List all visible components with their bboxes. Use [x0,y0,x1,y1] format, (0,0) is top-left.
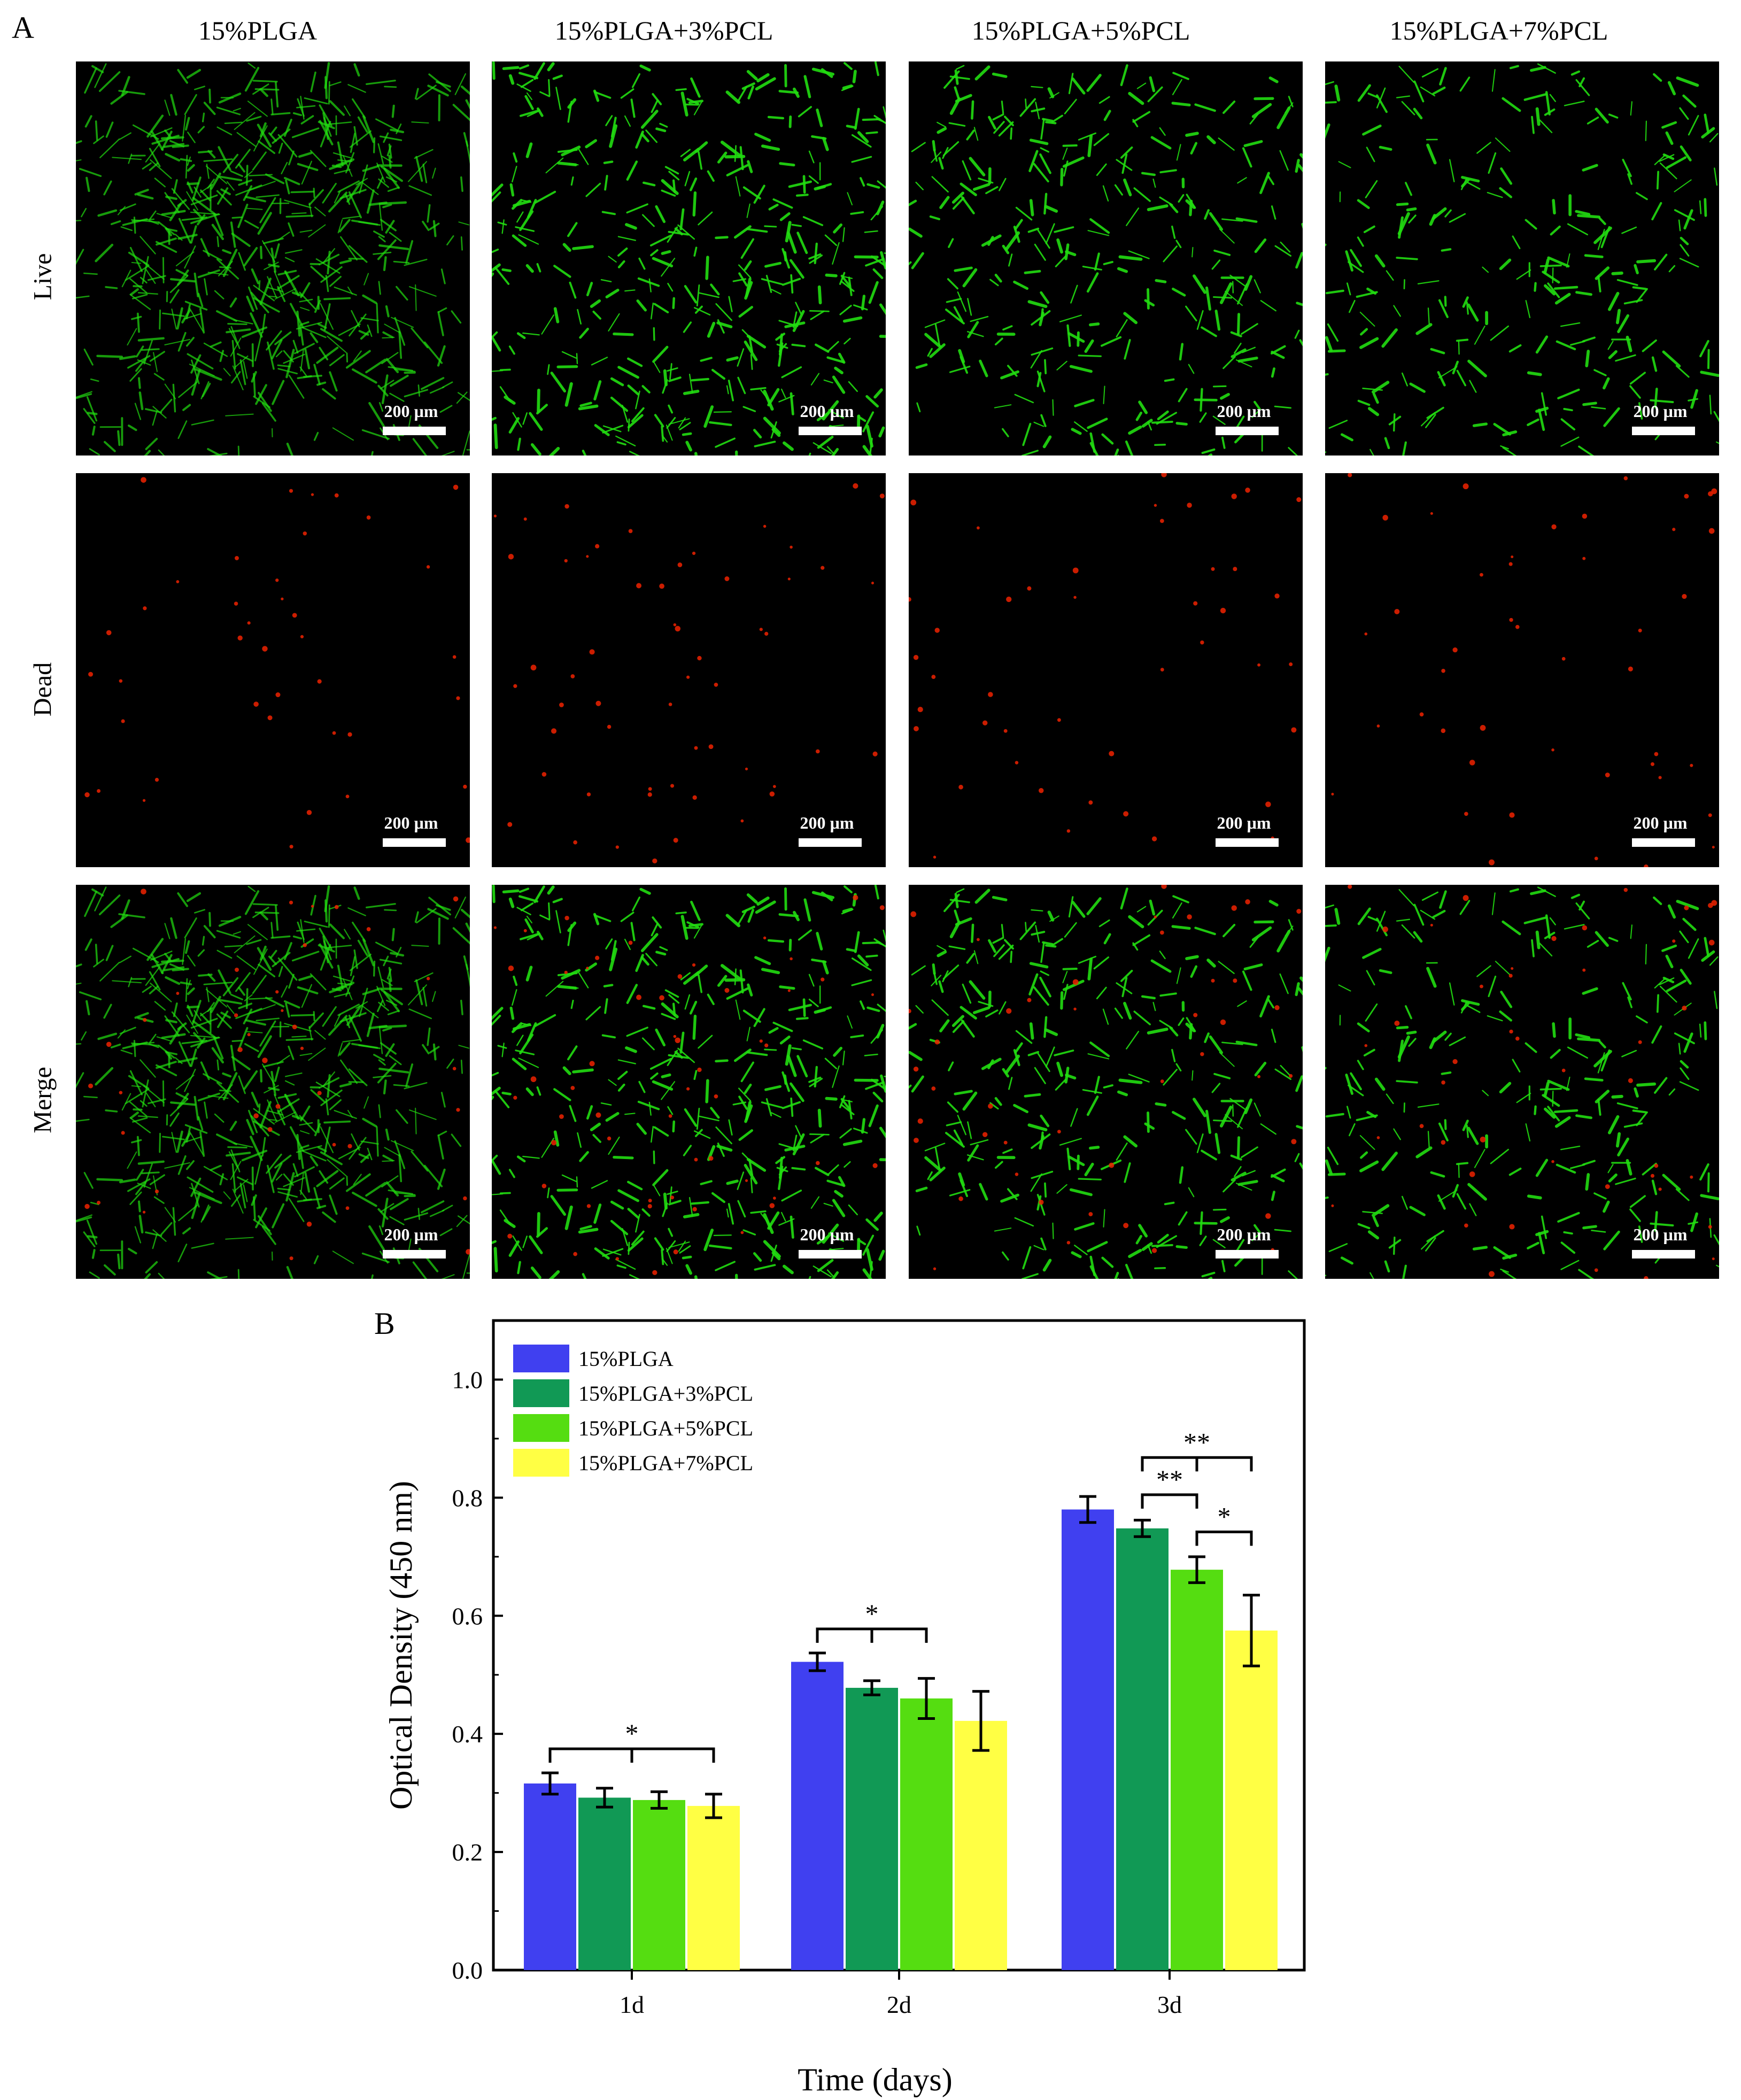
fluorescence-image [1331,473,1717,867]
fluorescence-image [909,64,1303,455]
scale-bar-label: 200 µm [384,813,438,832]
y-tick-label: 0.4 [452,1720,483,1748]
column-label-plga-3pcl: 15%PLGA+3%PCL [554,16,773,45]
scale-bar-label: 200 µm [1217,402,1271,421]
micrograph-merge-plga-5pcl: 200 µm [909,885,1303,1279]
micrograph-live-plga-7pcl: 200 µm [1325,61,1719,455]
scale-bar [383,838,446,847]
micrograph-live-plga-3pcl: 200 µm [492,61,886,455]
bar [900,1698,953,1970]
scale-bar [1216,838,1279,847]
row-label-live: Live [28,253,57,300]
significance-marker: * [625,1718,639,1748]
bar [578,1797,631,1970]
legend-swatch [513,1449,569,1477]
row-label-dead: Dead [28,662,57,717]
bar [1116,1528,1169,1970]
scale-bar [383,1250,446,1259]
column-label-plga-7pcl: 15%PLGA+7%PCL [1389,16,1608,45]
bar [955,1720,1007,1970]
fluorescence-image [492,885,886,1279]
x-tick-label: 2d [887,1991,911,2018]
bar [1062,1509,1114,1970]
significance-bracket [1195,1530,1253,1546]
y-tick-label: 0.8 [452,1484,483,1511]
scale-bar [1632,427,1695,435]
fluorescence-image [76,885,470,1279]
scale-bar-label: 200 µm [1633,1225,1688,1244]
bar [791,1662,844,1970]
fluorescence-image [84,477,470,849]
micrograph-live-plga: 200 µm [76,61,470,455]
x-axis-label: Time (days) [798,2062,952,2097]
fluorescence-image [492,61,886,455]
scale-bar [383,427,446,435]
scale-bar [1632,838,1695,847]
bar [687,1805,740,1970]
panel-label-a: A [12,10,34,45]
significance-bracket [1141,1493,1198,1509]
bar [1225,1630,1278,1970]
cell-viability-bar-chart: Optical Density (450 nm) Time (days) 0.0… [383,1319,1306,2097]
fluorescence-image [1325,63,1719,455]
scale-bar-label: 200 µm [1633,813,1688,832]
legend-label: 15%PLGA+3%PCL [578,1381,753,1406]
scale-bar [799,427,862,435]
significance-bracket [816,1627,928,1643]
legend-label: 15%PLGA+5%PCL [578,1416,753,1440]
scale-bar-label: 200 µm [1217,813,1271,832]
scale-bar [1632,1250,1695,1259]
panel-label-b: B [374,1306,395,1341]
scale-bar [1216,1250,1279,1259]
scale-bar-label: 200 µm [1217,1225,1271,1244]
significance-marker: * [865,1599,879,1628]
y-tick-label: 0.2 [452,1839,483,1866]
fluorescence-image [1325,885,1719,1279]
micrograph-dead-plga-7pcl: 200 µm [1325,473,1719,867]
scale-bar-label: 200 µm [800,402,854,421]
legend-label: 15%PLGA [578,1347,674,1371]
legend-swatch [513,1345,569,1372]
column-label-plga-5pcl: 15%PLGA+5%PCL [971,16,1190,45]
legend-label: 15%PLGA+7%PCL [578,1451,753,1475]
x-tick-label: 3d [1157,1991,1182,2018]
fluorescence-image [493,483,885,864]
legend-swatch [513,1414,569,1442]
micrograph-dead-plga-3pcl: 200 µm [492,473,886,867]
micrograph-merge-plga: 200 µm [76,885,470,1279]
bar [524,1783,576,1970]
y-tick-label: 1.0 [452,1366,483,1393]
significance-marker: * [1218,1501,1231,1531]
scale-bar [799,1250,862,1259]
micrograph-merge-plga-3pcl: 200 µm [492,885,886,1279]
significance-marker: ** [1183,1427,1210,1457]
y-tick-label: 0.6 [452,1602,483,1630]
scale-bar [799,838,862,847]
scale-bar-label: 200 µm [1633,402,1688,421]
bar [1171,1570,1223,1970]
scale-bar-label: 200 µm [800,813,854,832]
x-tick-label: 1d [620,1991,644,2018]
y-tick-label: 0.0 [452,1957,483,1984]
scale-bar-label: 200 µm [800,1225,854,1244]
micrograph-dead-plga: 200 µm [76,473,470,867]
bar [633,1800,685,1970]
micrograph-merge-plga-7pcl: 200 µm [1325,885,1719,1279]
micrograph-dead-plga-5pcl: 200 µm [909,473,1303,867]
scale-bar [1216,427,1279,435]
y-axis-label: Optical Density (450 nm) [383,1481,419,1810]
significance-marker: ** [1156,1464,1183,1494]
micrograph-live-plga-5pcl: 200 µm [909,61,1303,455]
legend-swatch [513,1379,569,1407]
bar [846,1688,898,1970]
scale-bar-label: 200 µm [384,1225,438,1244]
fluorescence-image [76,61,470,455]
column-label-plga: 15%PLGA [198,16,318,45]
scale-bar-label: 200 µm [384,402,438,421]
fluorescence-image [909,885,1303,1279]
fluorescence-image [909,473,1302,859]
row-label-merge: Merge [28,1067,57,1133]
